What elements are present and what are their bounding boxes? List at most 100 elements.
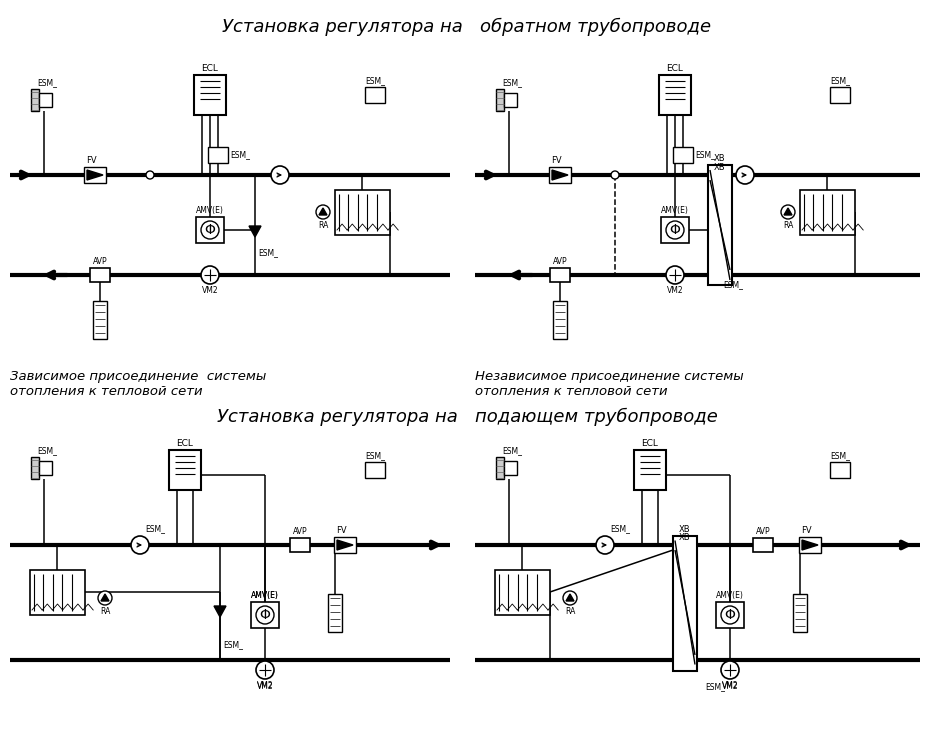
Circle shape	[201, 221, 219, 239]
Polygon shape	[802, 540, 818, 550]
Polygon shape	[101, 594, 109, 601]
Bar	[194, 75, 226, 115]
Bar	[553, 301, 567, 339]
Bar	[634, 450, 666, 490]
Text: ESM_: ESM_	[258, 248, 278, 257]
Text: RA: RA	[318, 221, 328, 230]
Bar	[708, 165, 732, 285]
Bar	[496, 457, 504, 479]
Text: ESM_: ESM_	[723, 280, 743, 289]
Text: ESM_: ESM_	[830, 76, 850, 85]
Text: AMV(E): AMV(E)	[716, 591, 744, 600]
Text: VM2: VM2	[667, 286, 683, 295]
Circle shape	[596, 536, 614, 554]
Text: FV: FV	[86, 156, 96, 165]
Bar	[661, 217, 689, 243]
Text: FV: FV	[336, 526, 346, 535]
Bar	[365, 462, 385, 478]
Bar	[716, 602, 744, 628]
Circle shape	[721, 606, 739, 624]
Text: Установка регулятора на   подающем трубопроводе: Установка регулятора на подающем трубопр…	[217, 408, 717, 427]
Text: FV: FV	[551, 156, 561, 165]
Circle shape	[781, 205, 795, 219]
Bar	[290, 538, 310, 552]
Bar	[673, 147, 693, 163]
Bar	[93, 301, 107, 339]
Text: ESM_: ESM_	[145, 524, 165, 533]
Bar	[793, 594, 807, 632]
Bar	[495, 570, 550, 615]
Circle shape	[131, 536, 149, 554]
Polygon shape	[784, 208, 792, 215]
Circle shape	[611, 171, 619, 179]
Text: VM2: VM2	[257, 682, 273, 691]
Text: Φ: Φ	[669, 223, 681, 237]
Bar	[504, 461, 517, 475]
Text: ESM_: ESM_	[37, 446, 57, 455]
Text: ESM_: ESM_	[230, 150, 250, 159]
Bar	[208, 147, 228, 163]
Text: ESM_: ESM_	[705, 682, 725, 691]
Bar	[30, 570, 85, 615]
Bar	[496, 89, 504, 111]
Circle shape	[721, 661, 739, 679]
Text: ESM_: ESM_	[830, 451, 850, 460]
Text: Независимое присоединение системы
отопления к тепловой сети: Независимое присоединение системы отопле…	[475, 370, 743, 398]
Text: ECL: ECL	[177, 439, 194, 448]
Bar	[830, 462, 850, 478]
Text: AMV(E): AMV(E)	[252, 591, 279, 600]
Circle shape	[666, 266, 684, 284]
Circle shape	[271, 166, 289, 184]
Text: AMV(E): AMV(E)	[661, 206, 689, 215]
Circle shape	[146, 171, 154, 179]
Text: ESM_: ESM_	[502, 78, 522, 87]
Text: Φ: Φ	[260, 608, 270, 622]
Bar	[799, 537, 821, 553]
Bar	[39, 461, 52, 475]
Polygon shape	[552, 170, 568, 180]
Bar	[328, 594, 342, 632]
Text: RA: RA	[100, 607, 110, 616]
Polygon shape	[214, 606, 226, 617]
Text: ESM_: ESM_	[223, 640, 243, 649]
Text: ESM_: ESM_	[365, 76, 385, 85]
Bar	[31, 89, 39, 111]
Circle shape	[201, 266, 219, 284]
Circle shape	[316, 205, 330, 219]
Text: FV: FV	[800, 526, 812, 535]
Bar	[335, 190, 390, 235]
Bar	[90, 268, 110, 282]
Polygon shape	[249, 226, 261, 237]
Text: AVP: AVP	[293, 527, 308, 536]
Bar	[549, 167, 571, 183]
Circle shape	[256, 661, 274, 679]
Text: AVP: AVP	[553, 257, 568, 266]
Text: Зависимое присоединение  системы
отопления к тепловой сети: Зависимое присоединение системы отоплени…	[10, 370, 266, 398]
Polygon shape	[87, 170, 103, 180]
Polygon shape	[337, 540, 353, 550]
Bar	[84, 167, 106, 183]
Bar	[334, 537, 356, 553]
Circle shape	[666, 221, 684, 239]
Bar	[659, 75, 691, 115]
Bar	[550, 268, 570, 282]
Text: RA: RA	[783, 221, 793, 230]
Circle shape	[256, 606, 274, 624]
Bar	[673, 535, 697, 670]
Text: VM2: VM2	[722, 682, 739, 691]
Bar	[39, 93, 52, 107]
Text: XB: XB	[714, 163, 726, 172]
Text: ESM_: ESM_	[502, 446, 522, 455]
Text: ESM_: ESM_	[610, 524, 630, 533]
Bar	[800, 190, 855, 235]
Text: AMV(E): AMV(E)	[196, 206, 224, 215]
Bar	[196, 217, 224, 243]
Polygon shape	[319, 208, 327, 215]
Polygon shape	[566, 594, 574, 601]
Text: XB: XB	[679, 533, 691, 542]
Text: ESM_: ESM_	[365, 451, 385, 460]
Bar	[365, 87, 385, 103]
Text: Φ: Φ	[725, 608, 736, 622]
Text: ESM_: ESM_	[37, 78, 57, 87]
Bar	[753, 538, 773, 552]
